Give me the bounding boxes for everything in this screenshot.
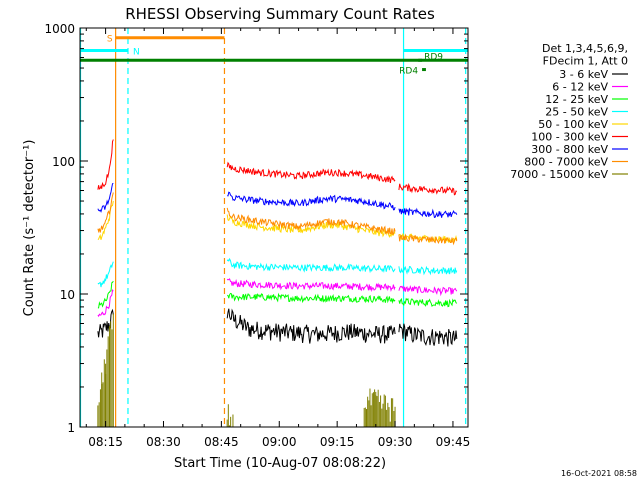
series-2-segment-0	[97, 280, 114, 309]
legend-label-5: 100 - 300 keV	[531, 131, 608, 144]
flag-bar-label-4: RD4	[399, 67, 418, 77]
data-series	[97, 139, 458, 427]
legend-label-0: 3 - 6 keV	[559, 68, 608, 81]
vertical-markers	[79, 28, 467, 427]
flag-bar-5: RD9	[418, 52, 443, 62]
series-8	[97, 313, 396, 427]
legend-label-7: 800 - 7000 keV	[524, 156, 608, 169]
series-3-segment-0	[97, 261, 114, 288]
flag-bars: S N RD4 RD9	[80, 35, 468, 77]
chart-title: RHESSI Observing Summary Count Rates	[125, 5, 435, 23]
series-1	[97, 278, 458, 318]
legend: Det 1,3,4,5,6,9,FDecim 1, Att 03 - 6 keV…	[510, 42, 628, 181]
legend-header-0: Det 1,3,4,5,6,9,	[542, 42, 628, 55]
series-0-segment-0	[97, 308, 114, 338]
x-tick-label-2: 08:45	[204, 435, 239, 449]
y-tick-label-0: 1	[67, 421, 75, 435]
series-2-segment-2	[398, 297, 458, 308]
x-tick-label-0: 08:15	[88, 435, 123, 449]
flag-bar-label-1: N	[133, 47, 140, 57]
series-6	[97, 182, 458, 219]
series-7-segment-1	[226, 207, 396, 235]
x-tick-label-1: 08:30	[146, 435, 181, 449]
legend-label-6: 300 - 800 keV	[531, 143, 608, 156]
series-6-segment-2	[398, 207, 458, 219]
legend-header-1: FDecim 1, Att 0	[543, 55, 628, 68]
x-tick-label-4: 09:15	[320, 435, 355, 449]
legend-label-3: 25 - 50 keV	[545, 106, 608, 119]
x-axis: 08:15 08:30 08:45 09:00 09:15 09:30 09:45	[85, 28, 471, 449]
series-1-segment-2	[398, 284, 458, 297]
series-4-segment-1	[226, 214, 396, 239]
legend-label-1: 6 - 12 keV	[552, 81, 608, 94]
series-0	[97, 308, 458, 347]
plot-frame	[79, 27, 469, 428]
series-7-segment-0	[97, 192, 114, 234]
series-5-segment-1	[226, 161, 396, 183]
timestamp-footer: 16-Oct-2021 08:58	[561, 469, 637, 478]
flag-bar-label-0: S	[107, 35, 113, 45]
flag-bar-0: S	[107, 35, 225, 45]
flag-bar-label-5: RD9	[424, 52, 443, 62]
series-1-segment-0	[97, 288, 114, 318]
x-tick-label-6: 09:45	[436, 435, 471, 449]
series-3-segment-2	[398, 265, 458, 276]
legend-label-8: 7000 - 15000 keV	[510, 168, 608, 181]
series-2-segment-1	[227, 292, 396, 304]
flag-bar-1: N	[80, 47, 140, 57]
series-5	[97, 139, 458, 196]
legend-label-2: 12 - 25 keV	[545, 93, 608, 106]
y-axis-label: Count Rate (s⁻¹ detector⁻¹)	[22, 140, 37, 317]
series-7-segment-2	[398, 233, 458, 246]
series-1-segment-1	[226, 278, 396, 293]
series-3	[97, 257, 458, 288]
series-5-segment-2	[398, 182, 458, 196]
series-6-segment-0	[97, 182, 114, 213]
series-0-segment-1	[226, 308, 396, 344]
x-tick-label-5: 09:30	[378, 435, 413, 449]
series-2	[97, 280, 458, 309]
series-7	[97, 192, 458, 246]
legend-label-4: 50 - 100 keV	[538, 118, 608, 131]
y-tick-label-2: 100	[52, 155, 75, 169]
x-axis-label: Start Time (10-Aug-07 08:08:22)	[174, 456, 386, 471]
y-tick-label-1: 10	[60, 288, 75, 302]
y-axis: 1 10 100 1000	[44, 22, 468, 435]
series-5-segment-0	[97, 139, 114, 190]
y-tick-label-3: 1000	[44, 22, 75, 36]
series-3-segment-1	[226, 257, 396, 274]
series-6-segment-1	[227, 191, 396, 211]
series-0-segment-2	[398, 323, 458, 347]
flag-bar-4: RD4	[399, 67, 426, 77]
x-tick-label-3: 09:00	[262, 435, 297, 449]
